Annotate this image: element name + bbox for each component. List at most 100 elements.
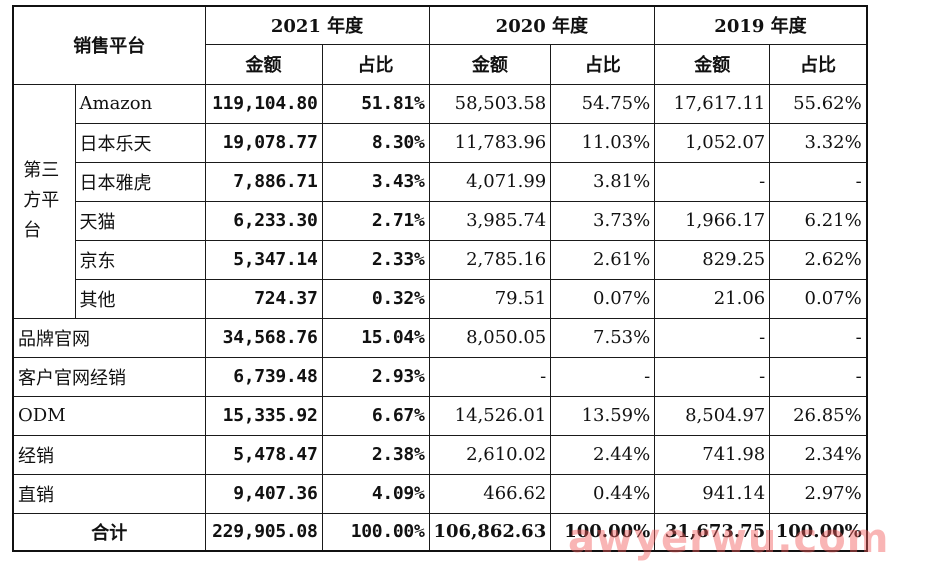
cell-2019-ratio: 2.62% — [769, 239, 868, 280]
cell-2021-amount: 5,478.47 — [204, 434, 323, 475]
row-label: ODM — [12, 395, 206, 436]
cell-2019-ratio: - — [769, 317, 868, 358]
table-row: 品牌官网 34,568.76 15.04% 8,050.05 7.53% - - — [12, 317, 868, 358]
row-label: 日本雅虎 — [74, 161, 206, 202]
cell-2020-amount: 2,785.16 — [428, 239, 552, 280]
row-label: 品牌官网 — [12, 317, 206, 358]
cell-2020-amount: 14,526.01 — [428, 395, 552, 436]
cell-2021-amount: 5,347.14 — [204, 239, 323, 280]
year-header-2021: 2021 年度 — [204, 5, 430, 45]
cell-2020-amount: 11,783.96 — [428, 122, 552, 163]
table-row: 直销 9,407.36 4.09% 466.62 0.44% 941.14 2.… — [12, 473, 868, 514]
cell-2019-ratio: 3.32% — [769, 122, 868, 163]
cell-2021-ratio: 3.43% — [321, 161, 430, 202]
cell-2019-amount: 21.06 — [654, 278, 771, 319]
cell-2021-amount: 34,568.76 — [204, 317, 323, 358]
cell-2021-ratio: 6.67% — [321, 395, 430, 436]
header-row-columns: 金额 占比 金额 占比 金额 占比 — [13, 43, 868, 85]
year-header-2019: 2019 年度 — [654, 5, 868, 45]
cell-2021-amount: 724.37 — [204, 278, 323, 319]
cell-2020-ratio: 0.07% — [550, 278, 656, 319]
amount-header: 金额 — [204, 43, 323, 85]
cell-2020-ratio: - — [550, 356, 656, 397]
table-row: 天猫 6,233.30 2.71% 3,985.74 3.73% 1,966.1… — [13, 200, 868, 241]
cell-2020-ratio: 3.73% — [550, 200, 656, 241]
total-2021-amount: 229,905.08 — [204, 512, 323, 552]
amount-header: 金额 — [428, 43, 552, 85]
row-label: 日本乐天 — [74, 122, 206, 163]
cell-2019-ratio: 2.97% — [769, 473, 868, 514]
row-label: Amazon — [74, 83, 206, 124]
corner-header: 销售平台 — [12, 5, 206, 85]
ratio-header: 占比 — [321, 43, 430, 85]
table-row: 客户官网经销 6,739.48 2.93% - - - - — [12, 356, 868, 397]
total-label: 合计 — [12, 512, 206, 552]
cell-2019-amount: - — [654, 317, 771, 358]
row-label: 京东 — [74, 239, 206, 280]
cell-2021-amount: 6,233.30 — [204, 200, 323, 241]
row-label: 客户官网经销 — [12, 356, 206, 397]
total-2020-ratio: 100.00% — [550, 512, 656, 552]
sales-platform-table: 销售平台 2021 年度 2020 年度 2019 年度 金额 占比 金额 占比… — [12, 5, 868, 552]
table-row: 日本雅虎 7,886.71 3.43% 4,071.99 3.81% - - — [13, 161, 868, 202]
cell-2020-amount: 2,610.02 — [428, 434, 552, 475]
cell-2021-ratio: 15.04% — [321, 317, 430, 358]
cell-2019-amount: 1,966.17 — [654, 200, 771, 241]
cell-2019-ratio: 6.21% — [769, 200, 868, 241]
row-label: 天猫 — [74, 200, 206, 241]
cell-2019-ratio: 55.62% — [769, 83, 868, 124]
cell-2020-amount: 4,071.99 — [428, 161, 552, 202]
cell-2020-ratio: 11.03% — [550, 122, 656, 163]
cell-2021-amount: 9,407.36 — [204, 473, 323, 514]
cell-2021-ratio: 2.71% — [321, 200, 430, 241]
cell-2020-amount: 79.51 — [428, 278, 552, 319]
cell-2020-amount: 466.62 — [428, 473, 552, 514]
cell-2021-ratio: 2.93% — [321, 356, 430, 397]
cell-2019-ratio: - — [769, 356, 868, 397]
total-2020-amount: 106,862.63 — [428, 512, 552, 552]
cell-2019-ratio: - — [769, 161, 868, 202]
table-row: 京东 5,347.14 2.33% 2,785.16 2.61% 829.25 … — [13, 239, 868, 280]
table-row: 第三方平台 Amazon 119,104.80 51.81% 58,503.58… — [12, 83, 868, 319]
cell-2020-amount: 58,503.58 — [428, 83, 552, 124]
header-row-years: 销售平台 2021 年度 2020 年度 2019 年度 — [12, 5, 868, 85]
cell-2019-amount: - — [654, 356, 771, 397]
cell-2019-amount: 829.25 — [654, 239, 771, 280]
cell-2020-amount: 3,985.74 — [428, 200, 552, 241]
cell-2021-ratio: 4.09% — [321, 473, 430, 514]
cell-2021-amount: 119,104.80 — [204, 83, 323, 124]
table-row: ODM 15,335.92 6.67% 14,526.01 13.59% 8,5… — [12, 395, 868, 436]
cell-2019-ratio: 2.34% — [769, 434, 868, 475]
table-row: 经销 5,478.47 2.38% 2,610.02 2.44% 741.98 … — [12, 434, 868, 475]
cell-2019-ratio: 0.07% — [769, 278, 868, 319]
row-label: 直销 — [12, 473, 206, 514]
ratio-header: 占比 — [769, 43, 868, 85]
cell-2020-amount: - — [428, 356, 552, 397]
cell-2019-amount: 1,052.07 — [654, 122, 771, 163]
total-2019-ratio: 100.00% — [769, 512, 868, 552]
cell-2019-amount: 941.14 — [654, 473, 771, 514]
cell-2020-ratio: 54.75% — [550, 83, 656, 124]
cell-2020-amount: 8,050.05 — [428, 317, 552, 358]
total-2019-amount: 31,673.75 — [654, 512, 771, 552]
total-2021-ratio: 100.00% — [321, 512, 430, 552]
cell-2021-amount: 19,078.77 — [204, 122, 323, 163]
cell-2020-ratio: 2.44% — [550, 434, 656, 475]
cell-2021-ratio: 2.33% — [321, 239, 430, 280]
year-header-2020: 2020 年度 — [428, 5, 656, 45]
cell-2020-ratio: 2.61% — [550, 239, 656, 280]
cell-2019-amount: - — [654, 161, 771, 202]
total-row: 合计 229,905.08 100.00% 106,862.63 100.00%… — [12, 512, 868, 552]
cell-2021-ratio: 2.38% — [321, 434, 430, 475]
cell-2021-amount: 15,335.92 — [204, 395, 323, 436]
cell-2021-amount: 7,886.71 — [204, 161, 323, 202]
ratio-header: 占比 — [550, 43, 656, 85]
cell-2019-amount: 17,617.11 — [654, 83, 771, 124]
group-label-third-party: 第三方平台 — [12, 83, 76, 319]
table-row: 日本乐天 19,078.77 8.30% 11,783.96 11.03% 1,… — [13, 122, 868, 163]
cell-2019-ratio: 26.85% — [769, 395, 868, 436]
cell-2021-ratio: 0.32% — [321, 278, 430, 319]
amount-header: 金额 — [654, 43, 771, 85]
cell-2019-amount: 8,504.97 — [654, 395, 771, 436]
row-label: 其他 — [74, 278, 206, 319]
